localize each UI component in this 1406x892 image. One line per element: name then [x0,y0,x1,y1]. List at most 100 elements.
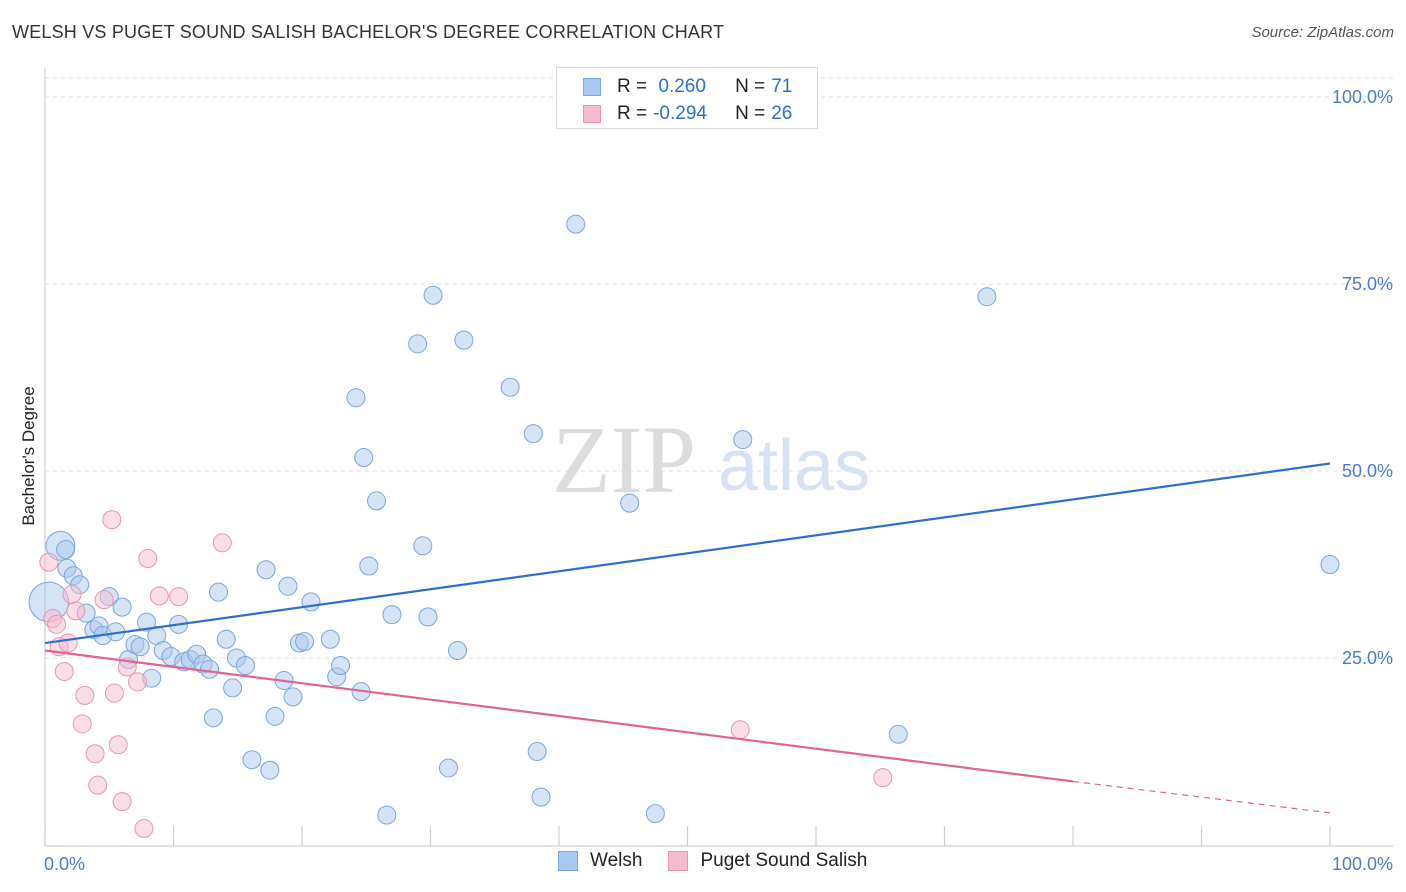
r-label: R = [617,103,648,124]
welsh-point [260,760,280,780]
salish-point [112,792,132,812]
salish-point [75,685,95,705]
welsh-point [382,605,402,625]
watermark-zip: ZIP [552,406,696,513]
welsh-point [256,560,276,580]
welsh-point [423,285,443,305]
welsh-point [223,678,243,698]
salish-point [39,552,59,572]
salish-swatch [668,851,689,871]
legend-item-salish[interactable]: Puget Sound Salish [668,850,867,872]
welsh-point [203,708,223,728]
salish-point [58,633,78,653]
welsh-point [295,632,315,652]
welsh-point [242,750,262,770]
welsh-point [888,724,908,744]
welsh-point [112,597,132,617]
point-layer [28,214,1340,839]
legend-item-welsh[interactable]: Welsh [558,850,642,872]
r-value: -0.294 [653,103,707,124]
salish-point [72,714,92,734]
r-label: R = [617,76,648,97]
y-tick-label: 100.0% [1332,87,1393,107]
welsh-point [130,637,150,657]
welsh-point [199,659,219,679]
trend-layer [44,462,1331,814]
x-tick-label: 100.0% [1332,854,1393,874]
y-axis-title: Bachelor's Degree [19,386,38,525]
welsh-point [527,742,547,761]
salish-point [138,549,158,569]
salish-point [66,601,86,621]
welsh-point [56,540,76,560]
welsh-point [331,655,351,675]
welsh-point [346,388,366,408]
welsh-point [438,758,458,778]
legend-label-salish: Puget Sound Salish [700,850,868,871]
salish-point [62,584,82,604]
salish-trend-extension [1072,780,1331,814]
salish-point [169,587,189,607]
welsh-point [377,805,397,825]
chart-title: WELSH VS PUGET SOUND SALISH BACHELOR'S D… [12,22,725,42]
welsh-point [359,556,379,576]
y-tick-label: 25.0% [1342,648,1393,668]
welsh-swatch [583,78,601,96]
salish-point [104,683,124,703]
salish-point [94,590,114,610]
salish-trend-line [44,649,1074,783]
salish-point [134,819,154,839]
welsh-point [454,330,474,350]
welsh-point [645,804,665,824]
y-tick-label: 50.0% [1342,461,1393,481]
r-value: 0.260 [653,76,706,97]
welsh-point [354,448,374,468]
welsh-point [523,424,543,444]
legend-row-salish: R = -0.294 N = 26 [583,101,792,127]
salish-point [149,586,169,606]
welsh-point [531,787,551,807]
welsh-point [208,582,228,602]
salish-point [873,768,893,788]
salish-point [108,735,128,755]
welsh-point [265,706,285,726]
legend-row-welsh: R = 0.260 N = 71 [583,74,792,100]
chart-source: Source: ZipAtlas.com [1251,24,1394,41]
welsh-point [413,536,433,556]
welsh-point [408,334,428,354]
label-layer: 25.0% 50.0% 75.0% 100.0% 0.0% 100.0% [44,87,1393,874]
salish-point [730,720,750,740]
salish-point [212,533,232,553]
axis-layer [44,68,1393,847]
welsh-point [367,491,387,511]
welsh-trend-line [44,462,1331,645]
n-value: 71 [771,76,793,97]
series-legend: Welsh Puget Sound Salish [558,850,893,872]
n-value: 26 [771,103,793,124]
welsh-point [418,607,438,627]
welsh-point [620,493,640,513]
welsh-point [137,612,157,632]
stats-legend: R = 0.260 N = 71 R = -0.294 N = 26 [556,67,818,129]
welsh-point [733,430,753,450]
welsh-point [301,592,321,612]
welsh-point [320,629,340,649]
salish-point [85,744,105,764]
welsh-point [235,655,255,675]
watermark: ZIP atlas [552,406,870,513]
welsh-point [566,214,586,234]
x-tick-label: 0.0% [44,854,85,874]
welsh-point [283,687,303,707]
legend-label-welsh: Welsh [590,850,643,871]
salish-point [54,661,74,681]
salish-swatch [583,105,601,123]
salish-point [47,614,67,634]
welsh-point [278,576,298,596]
salish-point [128,672,148,692]
welsh-point [500,377,520,397]
welsh-swatch [558,851,578,871]
y-tick-label: 75.0% [1342,274,1393,294]
n-label: N = [735,103,766,124]
welsh-point [1320,555,1340,574]
